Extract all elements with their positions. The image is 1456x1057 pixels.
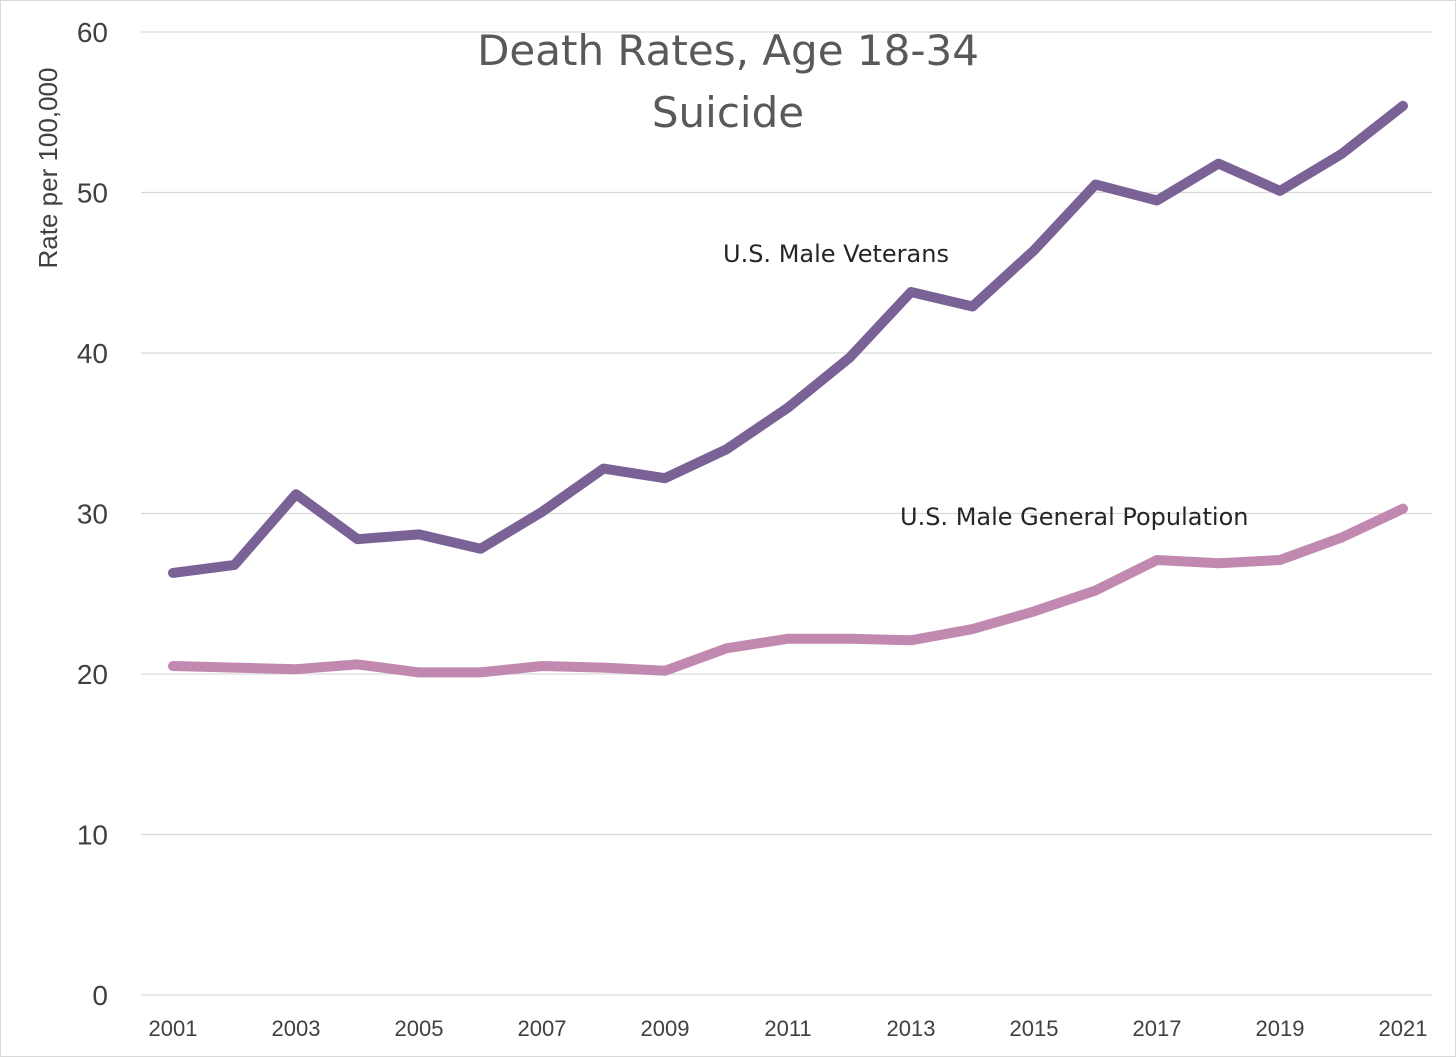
- y-tick-label: 0: [92, 980, 108, 1011]
- y-tick-label: 10: [77, 820, 108, 851]
- y-axis-label: Rate per 100,000: [33, 68, 63, 269]
- y-axis-ticks: 0 10 20 30 40 50 60: [77, 17, 108, 1011]
- x-tick-label: 2017: [1133, 1016, 1182, 1041]
- x-tick-label: 2021: [1379, 1016, 1428, 1041]
- x-tick-label: 2019: [1256, 1016, 1305, 1041]
- series-label-veterans: U.S. Male Veterans: [723, 240, 949, 268]
- x-tick-label: 2015: [1010, 1016, 1059, 1041]
- series-label-general-population: U.S. Male General Population: [900, 503, 1248, 531]
- y-tick-label: 20: [77, 659, 108, 690]
- x-tick-label: 2007: [518, 1016, 567, 1041]
- x-tick-label: 2001: [149, 1016, 198, 1041]
- y-tick-label: 50: [77, 178, 108, 209]
- series-lines: [168, 100, 1408, 678]
- x-axis-ticks: 2001 2003 2005 2007 2009 2011 2013 2015 2017 2019…: [149, 1016, 1428, 1041]
- x-tick-label: 2005: [395, 1016, 444, 1041]
- chart-subtitle: Suicide: [652, 88, 804, 137]
- x-tick-label: 2009: [641, 1016, 690, 1041]
- x-tick-label: 2003: [272, 1016, 321, 1041]
- x-tick-label: 2013: [887, 1016, 936, 1041]
- series-line-1: [168, 503, 1408, 678]
- y-tick-label: 60: [77, 17, 108, 48]
- x-tick-label: 2011: [764, 1016, 811, 1041]
- series-line-0: [168, 100, 1408, 578]
- gridlines: [141, 31, 1432, 996]
- y-tick-label: 30: [77, 499, 108, 530]
- chart-title: Death Rates, Age 18-34: [477, 26, 979, 75]
- y-tick-label: 40: [77, 338, 108, 369]
